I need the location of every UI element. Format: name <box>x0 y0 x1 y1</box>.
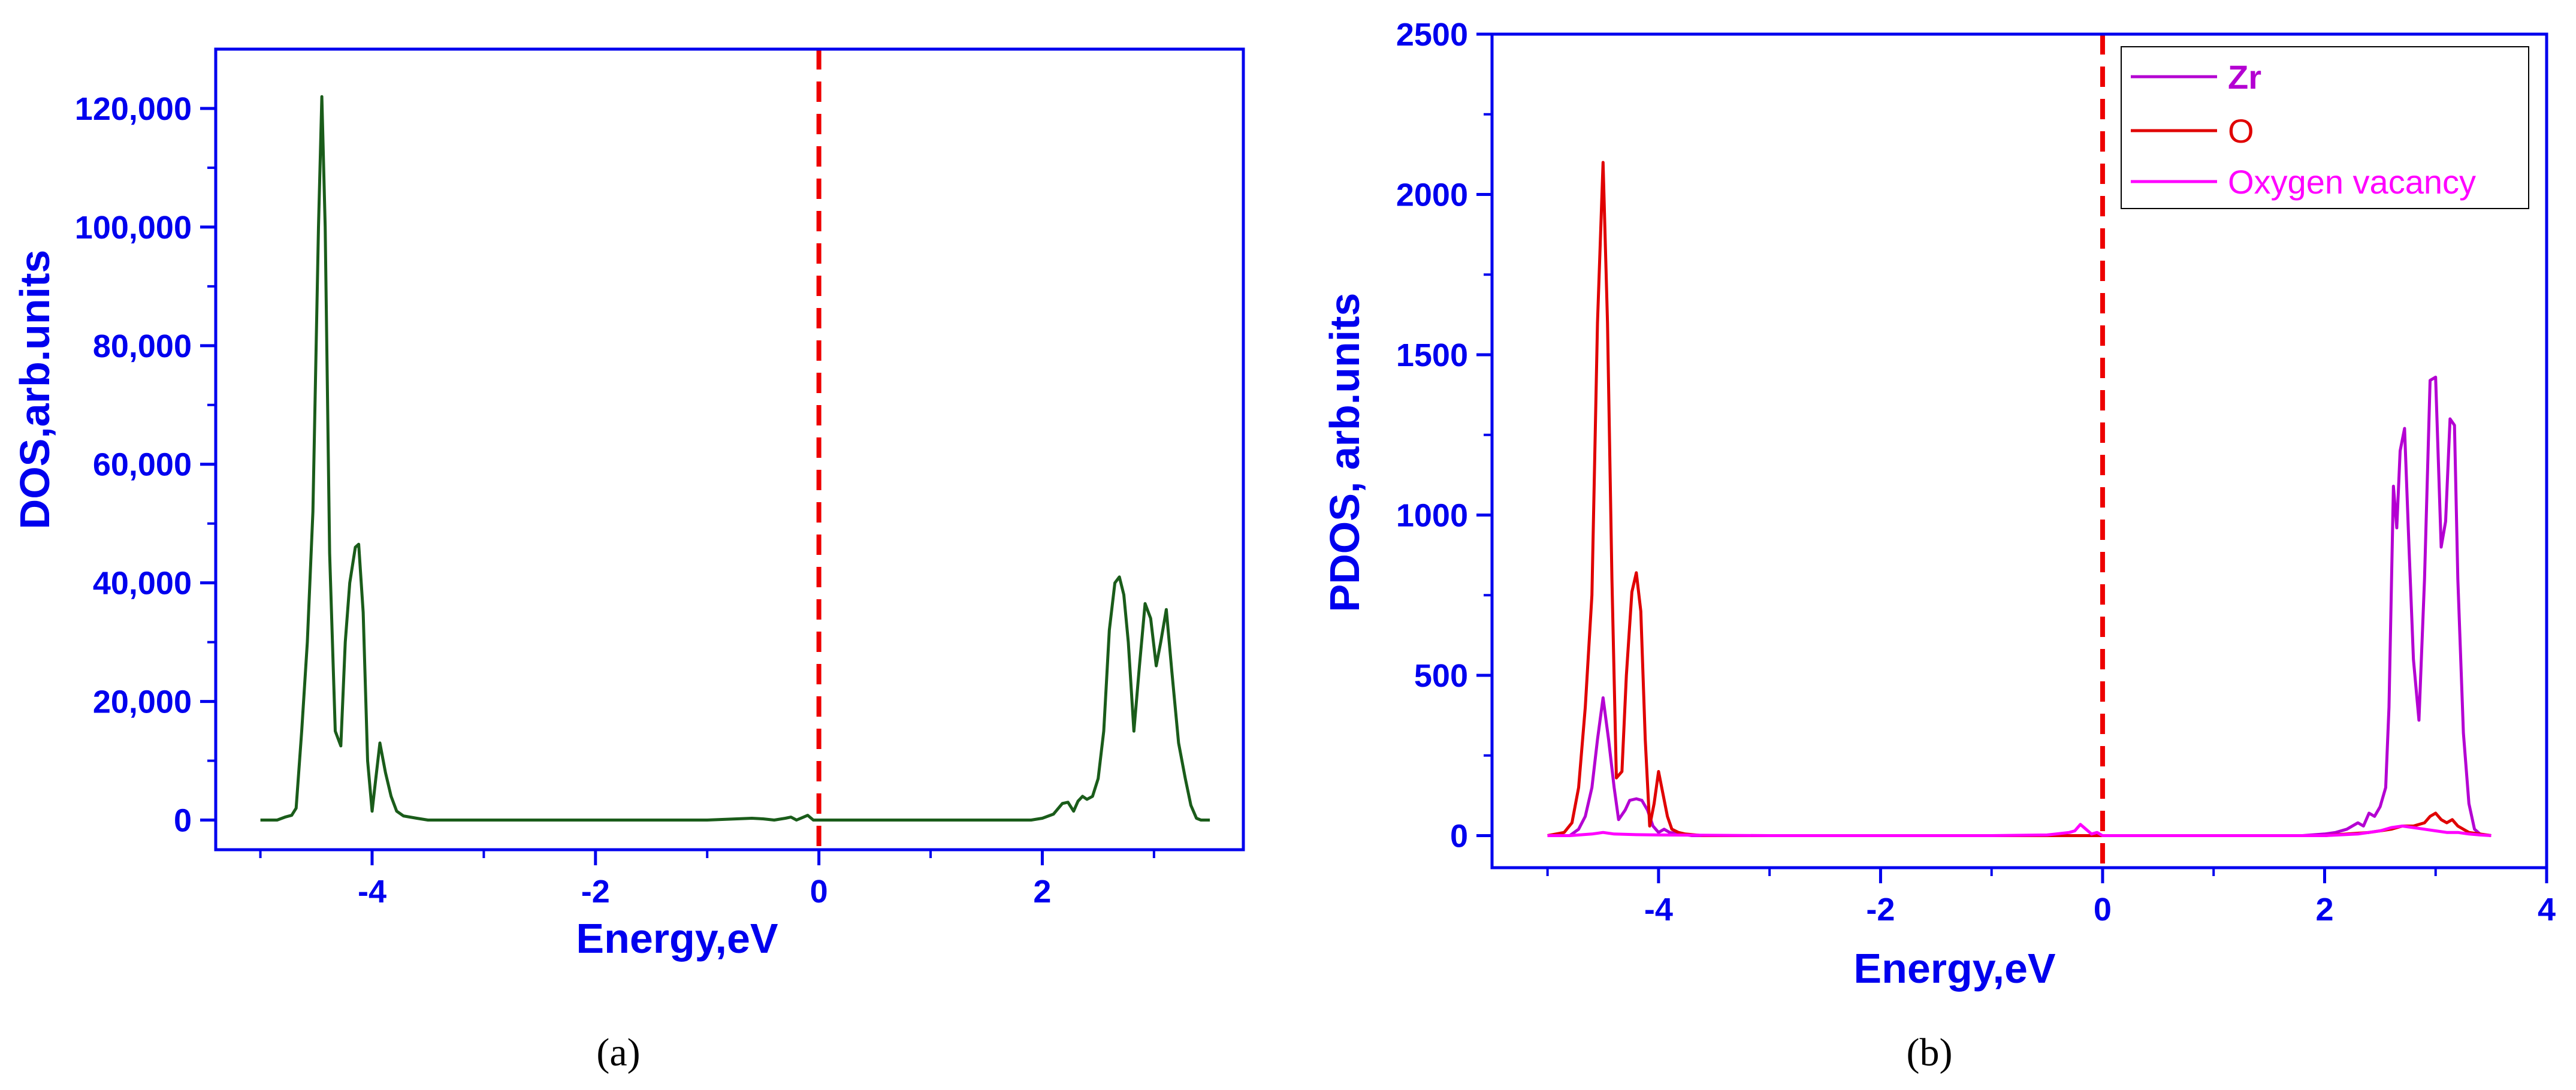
y-tick-label: 120,000 <box>75 91 192 127</box>
y-tick-label: 80,000 <box>93 328 192 364</box>
x-tick-label: 0 <box>810 874 828 910</box>
panel-a-frame <box>214 47 1245 852</box>
panel-b-y-axis-title: PDOS, arb.units <box>1321 293 1368 612</box>
panel-b-legend: Zr O Oxygen vacancy <box>2121 46 2529 209</box>
y-tick-label: 100,000 <box>75 210 192 246</box>
y-tick-label: 20,000 <box>93 684 192 720</box>
legend-label-o: O <box>2228 112 2254 150</box>
y-tick-label: 60,000 <box>93 447 192 483</box>
panel-a-x-axis-title: Energy,eV <box>576 915 778 962</box>
x-tick-label: 2 <box>2315 892 2333 928</box>
x-tick-label: -4 <box>1644 892 1673 928</box>
y-tick-label: 500 <box>1414 658 1468 694</box>
panel-b-plot <box>1547 34 2492 868</box>
x-tick-label: 2 <box>1033 874 1051 910</box>
panel-a-caption: (a) <box>596 1031 640 1074</box>
x-tick-label: -2 <box>581 874 610 910</box>
panel-b-frame <box>1490 32 2548 869</box>
x-tick-label: 4 <box>2538 892 2556 928</box>
x-tick-label: -4 <box>358 874 386 910</box>
panel-b: -4 -2 0 2 4 0 500 1000 1500 2000 2500 Energy,eV PD… <box>1321 17 2556 1074</box>
panel-b-caption: (b) <box>1907 1031 1953 1074</box>
x-tick-label: 0 <box>2094 892 2112 928</box>
y-tick-label: 0 <box>174 803 192 839</box>
y-tick-label: 0 <box>1450 819 1468 855</box>
panel-a-ticks: -4 -2 0 2 0 20,000 40,000 60,000 80,000 100,000 12… <box>75 91 1155 910</box>
panel-a-plot <box>260 49 1210 850</box>
panel-a: -4 -2 0 2 0 20,000 40,000 60,000 80,000 100,000 12… <box>11 47 1245 1074</box>
y-tick-label: 2500 <box>1396 17 1468 53</box>
series-line-oxygen-vacancy <box>1547 823 2492 837</box>
series-line-zr <box>1547 375 2492 837</box>
series-line-dos <box>260 95 1210 822</box>
y-tick-label: 2000 <box>1396 177 1468 213</box>
legend-label-oxygen-vacancy: Oxygen vacancy <box>2228 163 2476 201</box>
y-tick-label: 40,000 <box>93 566 192 602</box>
y-tick-label: 1500 <box>1396 337 1468 373</box>
y-tick-label: 1000 <box>1396 498 1468 534</box>
legend-label-zr: Zr <box>2228 58 2261 96</box>
panel-b-x-axis-title: Energy,eV <box>1853 945 2055 992</box>
x-tick-label: -2 <box>1866 892 1895 928</box>
panel-a-y-axis-title: DOS,arb.units <box>11 250 58 530</box>
